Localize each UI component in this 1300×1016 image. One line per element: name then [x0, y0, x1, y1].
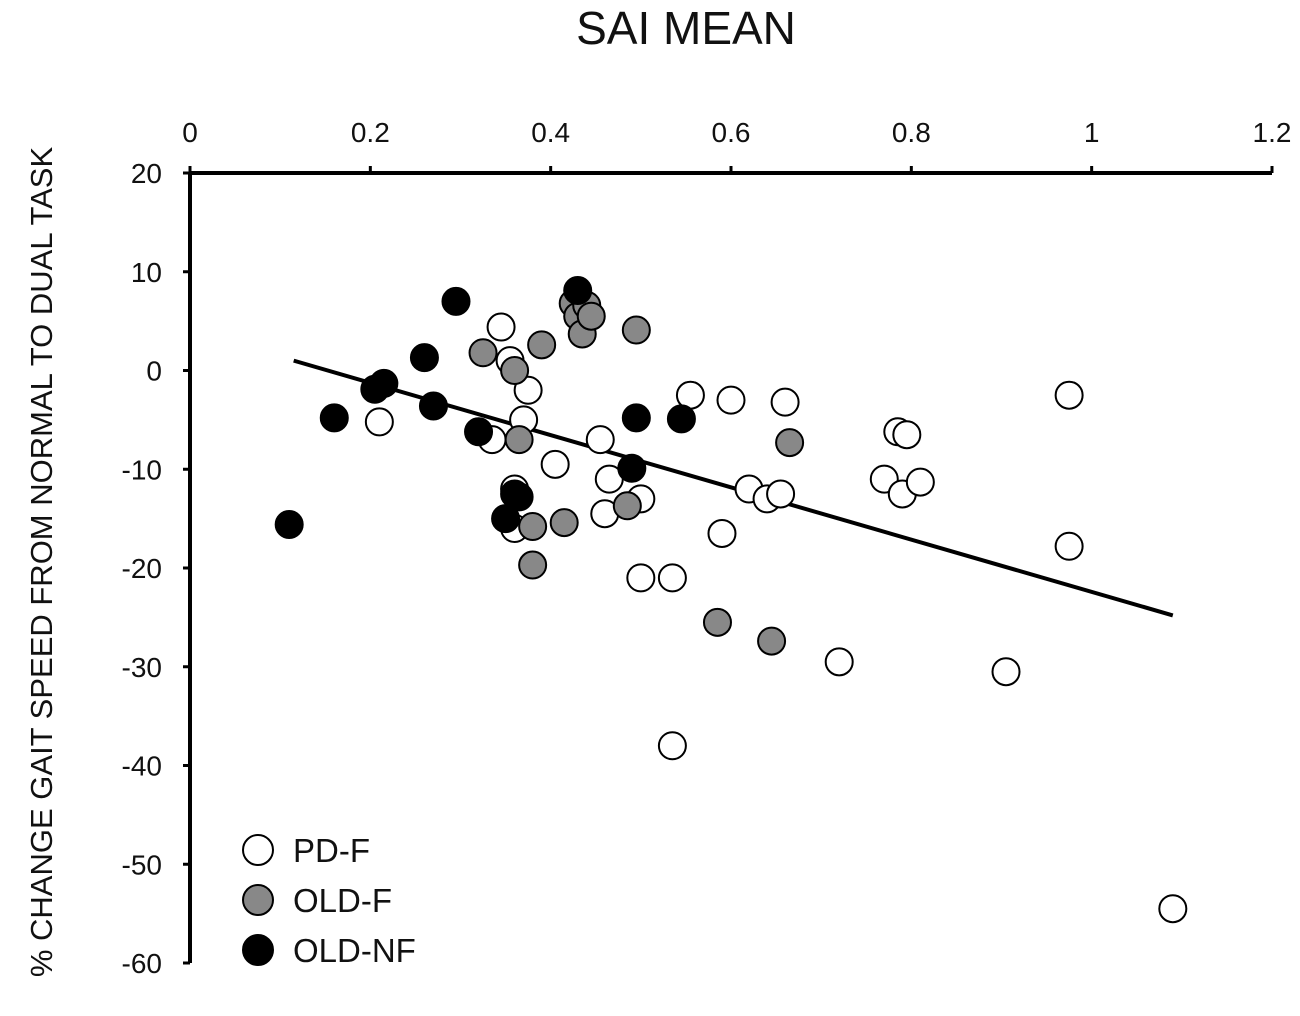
legend-label-old-nf: OLD-NF	[293, 932, 416, 969]
data-point-pd-f	[364, 407, 394, 437]
y-tick-label: 20	[131, 158, 162, 189]
y-tick-label: -60	[122, 948, 162, 979]
data-point-old-nf	[563, 276, 593, 306]
y-tick-label: 10	[131, 257, 162, 288]
data-point-pd-f	[824, 647, 854, 677]
data-point-pd-f	[1054, 531, 1084, 561]
chart-title: SAI MEAN	[576, 2, 796, 54]
legend-marker-old-nf	[242, 934, 274, 966]
data-point-old-nf	[418, 391, 448, 421]
data-point-old-nf	[666, 404, 696, 434]
y-tick-label: -30	[122, 652, 162, 683]
data-point-old-nf	[504, 482, 534, 512]
legend-label-pd-f: PD-F	[293, 832, 370, 869]
data-point-old-f	[775, 428, 805, 458]
data-point-old-nf	[319, 403, 349, 433]
legend-label-old-f: OLD-F	[293, 882, 392, 919]
y-tick-label: -50	[122, 849, 162, 880]
data-point-old-f	[527, 330, 557, 360]
y-axis-label: % CHANGE GAIT SPEED FROM NORMAL TO DUAL …	[24, 147, 59, 978]
data-point-pd-f	[626, 563, 656, 593]
data-point-old-f	[576, 301, 606, 331]
data-point-old-f	[757, 626, 787, 656]
y-tick-label: 0	[146, 356, 162, 387]
data-point-old-f	[504, 425, 534, 455]
data-point-pd-f	[770, 387, 800, 417]
data-point-pd-f	[540, 449, 570, 479]
data-point-pd-f	[707, 518, 737, 548]
legend-marker-pd-f	[242, 834, 274, 866]
x-tick-label: 1	[1084, 117, 1100, 148]
y-tick-label: -40	[122, 751, 162, 782]
data-point-old-nf	[621, 403, 651, 433]
legend: PD-F OLD-F OLD-NF	[242, 832, 416, 969]
data-point-pd-f	[991, 657, 1021, 687]
x-tick-label: 0.6	[712, 117, 751, 148]
data-point-old-f	[468, 338, 498, 368]
data-point-old-f	[518, 512, 548, 542]
data-point-pd-f	[486, 312, 516, 342]
data-point-old-f	[518, 550, 548, 580]
data-point-pd-f	[892, 420, 922, 450]
data-point-old-nf	[409, 343, 439, 373]
x-tick-label: 0.4	[531, 117, 570, 148]
data-point-pd-f	[716, 385, 746, 415]
data-point-old-nf	[274, 510, 304, 540]
data-point-old-nf	[369, 368, 399, 398]
data-point-old-nf	[464, 417, 494, 447]
x-tick-label: 0	[182, 117, 198, 148]
data-point-pd-f	[657, 731, 687, 761]
data-point-pd-f	[1158, 894, 1188, 924]
x-tick-label: 1.2	[1253, 117, 1292, 148]
data-point-pd-f	[657, 563, 687, 593]
plot-area: 0 0.2 0.4 0.6 0.8 1 1.2 20 10 0 -10 -20 -30 -40 -50 -60	[122, 117, 1292, 979]
data-point-pd-f	[585, 425, 615, 455]
x-tick-label: 0.8	[892, 117, 931, 148]
data-point-old-f	[612, 491, 642, 521]
data-point-pd-f	[905, 467, 935, 497]
data-point-old-f	[702, 607, 732, 637]
data-point-old-nf	[617, 453, 647, 483]
y-tick-label: -20	[122, 553, 162, 584]
legend-marker-old-f	[242, 884, 274, 916]
y-tick-label: -10	[122, 454, 162, 485]
data-point-old-f	[549, 508, 579, 538]
data-point-old-nf	[441, 286, 471, 316]
data-point-pd-f	[1054, 380, 1084, 410]
data-point-old-f	[500, 356, 530, 385]
x-tick-label: 0.2	[351, 117, 390, 148]
data-point-pd-f	[766, 479, 796, 509]
data-point-old-f	[621, 315, 651, 345]
data-point-pd-f	[513, 375, 543, 405]
